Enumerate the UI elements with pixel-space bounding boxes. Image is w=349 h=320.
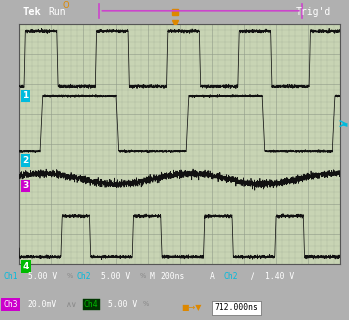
Text: %: %	[66, 273, 73, 279]
Text: 4: 4	[22, 262, 29, 271]
Text: %: %	[140, 273, 146, 279]
Text: %: %	[143, 301, 149, 307]
Text: 1.40 V: 1.40 V	[265, 272, 295, 281]
Text: 1: 1	[22, 92, 29, 100]
Text: 5.00 V: 5.00 V	[28, 272, 57, 281]
Text: 200ns: 200ns	[161, 272, 185, 281]
Text: ∕: ∕	[251, 272, 254, 281]
Text: 5.00 V: 5.00 V	[101, 272, 131, 281]
Text: 2: 2	[22, 156, 29, 165]
Text: ∧∨: ∧∨	[66, 300, 78, 309]
Text: 20.0mV: 20.0mV	[28, 300, 57, 309]
Text: Ch4: Ch4	[84, 300, 98, 309]
Text: Ch3: Ch3	[3, 300, 18, 309]
Text: Ch2: Ch2	[77, 272, 91, 281]
Text: Run: Run	[48, 7, 66, 17]
Text: A: A	[209, 272, 214, 281]
Text: 712.000ns: 712.000ns	[215, 303, 259, 312]
Text: M: M	[150, 272, 155, 281]
Text: 5.00 V: 5.00 V	[108, 300, 138, 309]
Text: ■→▼: ■→▼	[181, 303, 202, 312]
Text: ◄: ◄	[341, 119, 347, 128]
Text: Ch1: Ch1	[3, 272, 18, 281]
Text: O: O	[62, 2, 69, 11]
Text: Ch2: Ch2	[223, 272, 238, 281]
Text: Tek: Tek	[22, 7, 41, 17]
Text: Trig'd: Trig'd	[295, 7, 331, 17]
Text: 3: 3	[22, 181, 29, 190]
